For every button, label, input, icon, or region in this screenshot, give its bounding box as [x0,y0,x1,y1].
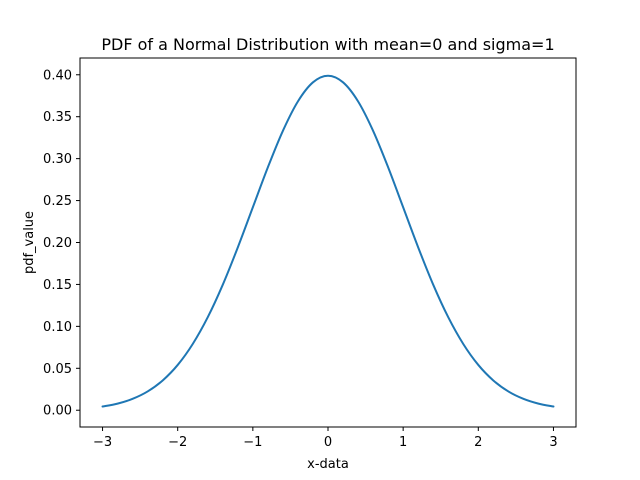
y-tick-label: 0.40 [43,68,72,83]
y-tick-label: 0.00 [43,404,72,419]
x-tick-label: 2 [474,435,482,450]
x-tick-label: 3 [549,435,557,450]
x-tick-label: 0 [324,435,332,450]
y-tick-label: 0.35 [43,110,72,125]
x-tick-label: −1 [243,435,262,450]
x-tick-label: −3 [93,435,112,450]
x-tick-label: 1 [399,435,407,450]
y-tick-label: 0.15 [43,278,72,293]
y-tick-label: 0.25 [43,194,72,209]
y-tick-label: 0.30 [43,152,72,167]
y-axis: 0.00 0.05 0.10 0.15 0.20 0.25 0.30 0.35 0.40 [43,68,80,419]
plot-area [79,57,577,428]
series-line-pdf [101,74,555,408]
plot-frame [79,57,577,428]
x-tick-label: −2 [168,435,187,450]
y-tick-label: 0.05 [43,362,72,377]
x-axis: −3 −2 −1 0 1 2 3 [93,427,558,450]
chart-title: PDF of a Normal Distribution with mean=0… [101,35,554,54]
x-axis-label: x-data [307,457,349,472]
y-axis-label: pdf_value [22,211,37,274]
y-tick-label: 0.10 [43,320,72,335]
y-tick-label: 0.20 [43,236,72,251]
